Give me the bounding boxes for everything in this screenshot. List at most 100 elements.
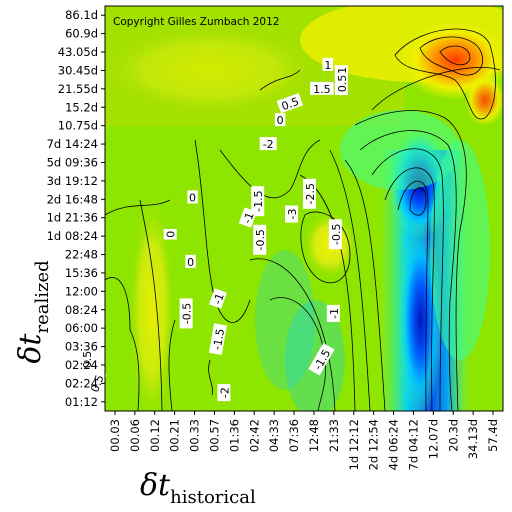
- x-tick-label: 34.13d: [466, 419, 480, 459]
- x-tick-label: 07:36: [287, 419, 301, 452]
- x-tick-label: 12:48: [307, 419, 321, 452]
- svg-text:-0.5: -0.5: [330, 224, 343, 245]
- contour-line: [344, 159, 386, 411]
- contour-line: [439, 45, 471, 66]
- x-tick-label: 1d 12:12: [347, 419, 361, 470]
- svg-text:-1: -1: [241, 210, 257, 225]
- contour-line: [219, 139, 321, 199]
- svg-text:0: 0: [189, 191, 196, 204]
- contour-line: [409, 187, 427, 216]
- contour-label: 1: [322, 57, 334, 72]
- y-tick-label: 12:00: [65, 284, 98, 298]
- heatmap-field: [105, 6, 503, 411]
- y-tick-label: 01:12: [65, 395, 98, 409]
- svg-text:0: 0: [187, 256, 194, 269]
- x-tick-label: 57.4d: [486, 419, 500, 452]
- y-tick-label: 22:48: [65, 248, 98, 262]
- svg-text:-1: -1: [211, 291, 227, 306]
- y-axis-ticks: 01:12 02:24 02:24 03:36 06:00 08:24 12:00 15:36…: [47, 8, 105, 409]
- contour-label: -0.5: [253, 224, 267, 255]
- y-tick-label: 02:24: [65, 358, 98, 372]
- y-tick-label: 2d 16:48: [47, 192, 98, 206]
- svg-text:-2: -2: [263, 138, 274, 151]
- contour-line: [394, 28, 496, 120]
- x-axis-title: δthistorical: [140, 468, 256, 508]
- svg-text:-0.5: -0.5: [181, 303, 194, 324]
- contour-line: [300, 211, 351, 284]
- contour-line: [105, 277, 131, 331]
- contour-label: -1: [326, 304, 341, 322]
- y-axis-subscript: realized: [32, 260, 53, 333]
- svg-text:-0.5: -0.5: [254, 229, 267, 250]
- contour-lines: [105, 28, 501, 411]
- y-tick-label: 3d 19:12: [47, 174, 98, 188]
- y-tick-label: 1d 08:24: [47, 229, 98, 243]
- contour-label: 0: [274, 113, 286, 127]
- y-tick-label: 06:00: [65, 321, 98, 335]
- svg-text:-1.5: -1.5: [211, 328, 228, 351]
- y-tick-label: 02:24: [65, 376, 98, 390]
- x-tick-label: 7d 04:12: [406, 419, 420, 470]
- contour-label: -2.5: [302, 178, 317, 209]
- contour-label: 0: [163, 229, 178, 240]
- contour-line: [329, 149, 371, 411]
- y-tick-label: 08:24: [65, 303, 98, 317]
- contour-label: -1: [208, 288, 227, 309]
- contour-label: -2: [259, 137, 277, 151]
- x-tick-label: 20.3d: [446, 419, 460, 452]
- contour-line: [359, 130, 457, 411]
- x-tick-label: 00.33: [188, 419, 202, 452]
- contour-line: [384, 167, 435, 411]
- contour-label: -1.5: [251, 186, 265, 217]
- svg-text:0.5: 0.5: [88, 373, 106, 394]
- contour-line: [419, 36, 484, 76]
- contour-line: [139, 199, 163, 411]
- y-tick-label: 7d 14:24: [47, 137, 98, 151]
- x-axis-ticks: 00.03 00.06 00.12 00.21 00.33 00.57 01:36 02:42…: [108, 411, 500, 470]
- contour-line: [371, 67, 501, 111]
- contour-line: [354, 110, 467, 411]
- contour-label: 0.5: [80, 347, 94, 372]
- svg-text:-1.5: -1.5: [252, 190, 265, 211]
- x-tick-label: 02:42: [247, 419, 261, 452]
- contour-label: 0: [187, 190, 198, 204]
- copyright-text: Copyright Gilles Zumbach 2012: [113, 16, 279, 28]
- contour-label: 0.5: [86, 369, 107, 397]
- y-tick-label: 30.45d: [58, 63, 98, 77]
- svg-text:-2.5: -2.5: [304, 183, 317, 204]
- svg-text:0: 0: [165, 231, 178, 238]
- y-tick-label: 5d 09:36: [47, 155, 98, 169]
- contour-line: [105, 199, 171, 216]
- y-tick-label: 15.2d: [65, 100, 98, 114]
- y-tick-label: 43.05d: [58, 45, 98, 59]
- contour-line: [208, 359, 213, 396]
- contour-line: [194, 139, 251, 323]
- contour-line: [129, 329, 140, 411]
- y-axis-title: δtrealized: [13, 260, 53, 363]
- contour-label: -1: [238, 207, 257, 228]
- svg-text:0.5: 0.5: [336, 75, 349, 93]
- contour-label: -0.5: [328, 219, 343, 250]
- x-tick-label: 21:33: [327, 419, 341, 452]
- contour-line: [397, 180, 429, 411]
- x-tick-label: 01:36: [227, 419, 241, 452]
- y-tick-label: 03:36: [65, 340, 98, 354]
- contour-label: 0.5: [276, 92, 304, 114]
- y-tick-label: 1d 21:36: [47, 211, 98, 225]
- svg-text:1: 1: [324, 59, 331, 72]
- contour-line: [259, 69, 301, 91]
- x-axis-subscript: historical: [170, 487, 256, 508]
- svg-text:-2: -2: [218, 387, 231, 398]
- svg-text:0.5: 0.5: [81, 351, 94, 369]
- svg-text:-1: -1: [328, 308, 341, 319]
- x-tick-label: 00.57: [207, 419, 221, 452]
- plot-frame: [104, 5, 504, 412]
- x-tick-label: 00.12: [148, 419, 162, 452]
- y-tick-label: 21.55d: [58, 82, 98, 96]
- contour-label: 0: [185, 254, 196, 269]
- x-tick-label: 00.03: [108, 419, 122, 452]
- x-tick-label: 00.06: [128, 419, 142, 452]
- x-tick-label: 00.21: [168, 419, 182, 452]
- contour-line: [371, 148, 444, 411]
